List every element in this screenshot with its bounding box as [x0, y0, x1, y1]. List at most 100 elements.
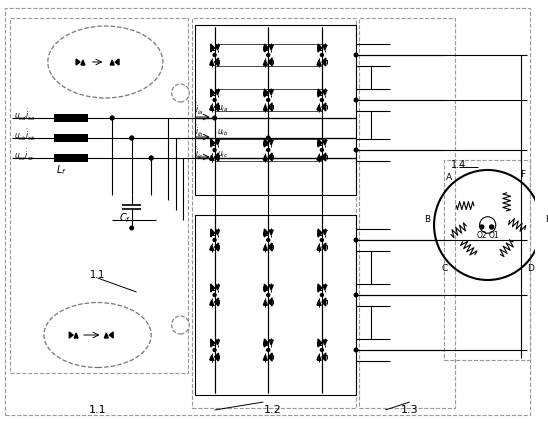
Text: $u_{ib}$: $u_{ib}$ [216, 128, 228, 138]
Polygon shape [264, 229, 268, 237]
Polygon shape [215, 58, 219, 66]
Polygon shape [210, 355, 214, 360]
Polygon shape [323, 285, 327, 290]
Polygon shape [264, 155, 267, 160]
Bar [444, 160, 530, 360]
Polygon shape [317, 155, 321, 160]
Text: $\dot{i}_{ic}$: $\dot{i}_{ic}$ [195, 146, 204, 161]
Ellipse shape [44, 302, 151, 368]
Text: O1: O1 [488, 231, 499, 239]
Polygon shape [264, 339, 268, 347]
Polygon shape [210, 284, 215, 292]
Polygon shape [215, 230, 219, 235]
Text: $u_{sb}\dot{i}_{sb}$: $u_{sb}\dot{i}_{sb}$ [14, 127, 35, 143]
Circle shape [213, 99, 216, 102]
Circle shape [267, 53, 270, 57]
Polygon shape [264, 300, 267, 305]
Circle shape [267, 294, 270, 297]
Text: C: C [442, 264, 448, 273]
Polygon shape [323, 140, 327, 145]
Circle shape [266, 136, 270, 140]
Text: 1.4: 1.4 [450, 160, 466, 170]
Polygon shape [210, 155, 214, 160]
Polygon shape [322, 353, 326, 361]
Circle shape [321, 239, 323, 242]
Polygon shape [215, 298, 219, 306]
Circle shape [130, 136, 133, 140]
Circle shape [354, 348, 358, 352]
Text: A: A [446, 173, 452, 182]
Polygon shape [74, 333, 78, 338]
Polygon shape [317, 60, 321, 65]
Polygon shape [268, 243, 272, 251]
Polygon shape [76, 59, 80, 65]
Text: $u_{sd}\dot{i}_{sa}$: $u_{sd}\dot{i}_{sa}$ [14, 107, 35, 123]
Polygon shape [318, 339, 322, 347]
Polygon shape [69, 332, 73, 338]
Polygon shape [268, 103, 272, 111]
Polygon shape [318, 89, 322, 97]
Circle shape [110, 116, 114, 120]
Polygon shape [323, 340, 327, 345]
Circle shape [321, 99, 323, 102]
Polygon shape [269, 140, 273, 145]
Text: F: F [520, 170, 525, 179]
Bar [359, 18, 454, 408]
Polygon shape [318, 44, 322, 52]
Polygon shape [210, 139, 215, 147]
Polygon shape [215, 90, 219, 95]
Text: O2: O2 [477, 231, 487, 239]
Circle shape [213, 53, 216, 57]
Circle shape [213, 294, 216, 297]
Polygon shape [264, 44, 268, 52]
Polygon shape [268, 153, 272, 161]
Text: 1.1: 1.1 [89, 405, 106, 415]
Polygon shape [210, 300, 214, 305]
Polygon shape [215, 243, 219, 251]
Polygon shape [264, 60, 267, 65]
Circle shape [150, 156, 153, 160]
Polygon shape [317, 105, 321, 110]
Polygon shape [264, 105, 267, 110]
Polygon shape [269, 230, 273, 235]
Circle shape [130, 226, 133, 230]
Polygon shape [215, 340, 219, 345]
Polygon shape [322, 298, 326, 306]
Polygon shape [210, 44, 215, 52]
Circle shape [110, 116, 114, 120]
Circle shape [321, 294, 323, 297]
Bar [10, 18, 189, 373]
Polygon shape [269, 45, 273, 50]
Polygon shape [318, 139, 322, 147]
Polygon shape [210, 60, 214, 65]
Polygon shape [104, 333, 109, 338]
Circle shape [267, 99, 270, 102]
Polygon shape [215, 285, 219, 290]
Polygon shape [322, 103, 326, 111]
Circle shape [354, 148, 358, 152]
Polygon shape [323, 90, 327, 95]
Text: $u_{ic}$: $u_{ic}$ [216, 150, 228, 160]
Polygon shape [323, 230, 327, 235]
Polygon shape [81, 60, 85, 65]
Polygon shape [268, 353, 272, 361]
Circle shape [130, 136, 133, 140]
Polygon shape [215, 45, 219, 50]
Text: E: E [545, 215, 548, 224]
Circle shape [320, 156, 324, 160]
Ellipse shape [48, 26, 163, 98]
Circle shape [354, 98, 358, 102]
Polygon shape [210, 245, 214, 250]
Polygon shape [269, 340, 273, 345]
Text: 1.1: 1.1 [90, 270, 105, 280]
Polygon shape [210, 229, 215, 237]
Text: 1.2: 1.2 [264, 405, 282, 415]
Bar [192, 18, 356, 408]
Circle shape [172, 84, 189, 102]
Circle shape [172, 316, 189, 334]
Circle shape [213, 116, 216, 120]
Bar [54, 114, 88, 122]
Polygon shape [322, 58, 326, 66]
Circle shape [267, 148, 270, 151]
Circle shape [267, 239, 270, 242]
